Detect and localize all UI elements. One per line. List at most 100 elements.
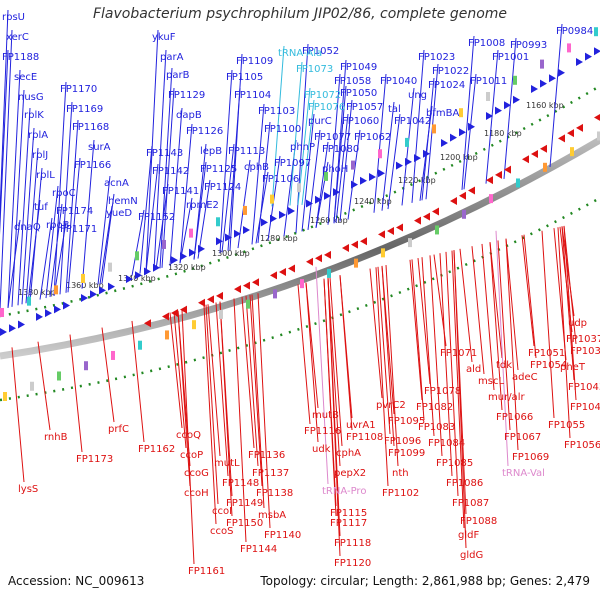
rev-gene-fp1144: FP1144	[240, 544, 277, 555]
genome-summary-text: Topology: circular; Length: 2,861,988 bp…	[260, 574, 590, 588]
rev-gene-adec: adeC	[512, 372, 538, 383]
reverse-gene-arrow	[234, 285, 241, 294]
leader-line	[307, 129, 321, 230]
forward-gene-arrow	[135, 271, 142, 280]
rev-gene-fp1115: FP1115	[330, 508, 367, 519]
fwd-gene-sece: secE	[14, 72, 37, 83]
leader-line	[169, 107, 183, 266]
leader-line	[69, 334, 83, 453]
fwd-gene-fp1057: FP1057	[346, 102, 383, 113]
reverse-strand-features	[3, 114, 600, 401]
cog-class-block	[432, 124, 436, 134]
rev-gene-mutl: mutL	[214, 458, 240, 469]
rev-gene-udp: udp	[568, 318, 587, 329]
leader-line	[335, 113, 349, 223]
fwd-gene-fp1105: FP1105	[226, 72, 263, 83]
forward-leader-lines	[0, 9, 563, 311]
leader-line	[215, 302, 229, 477]
leader-line	[329, 277, 343, 447]
cog-class-block	[246, 299, 250, 309]
fwd-gene-fp1080: FP1080	[322, 144, 359, 155]
forward-gene-arrow	[36, 312, 43, 321]
reverse-gene-arrow	[216, 291, 223, 300]
forward-gene-arrow	[279, 210, 286, 219]
fwd-gene-rpsu: rpsU	[2, 12, 25, 23]
rev-gene-fp1136: FP1136	[248, 450, 285, 461]
forward-gene-arrow	[351, 180, 358, 189]
reverse-gene-arrow	[171, 309, 178, 318]
pseudo-gene-trna-val: tRNA-Val	[502, 468, 545, 479]
fwd-gene-para: parA	[160, 52, 184, 63]
fwd-gene-nusg: nusG	[18, 92, 44, 103]
fwd-gene-purc: purC	[308, 116, 332, 127]
fwd-gene-rpoc: rpoC	[52, 188, 76, 199]
accession-text: Accession: NC_009613	[8, 574, 145, 588]
leader-line	[377, 266, 391, 435]
forward-strand-features	[0, 27, 600, 336]
fwd-gene-fp1040: FP1040	[380, 76, 417, 87]
cog-class-block	[219, 309, 223, 319]
leader-line	[505, 238, 519, 451]
cog-class-block	[324, 171, 328, 181]
ruler-label: 1200 kbp	[440, 153, 478, 162]
leader-line	[453, 250, 467, 549]
rev-gene-fp1096: FP1096	[384, 436, 421, 447]
cog-class-block	[135, 251, 139, 261]
leader-line	[131, 320, 145, 443]
cog-class-block	[273, 289, 277, 299]
forward-gene-arrow	[378, 169, 385, 178]
reverse-gene-arrow	[252, 278, 259, 287]
fwd-gene-fp1001: FP1001	[492, 52, 529, 63]
fwd-gene-hemn: hemN	[108, 196, 138, 207]
leader-line	[563, 225, 577, 345]
forward-gene-arrow	[486, 112, 493, 120]
leader-line	[81, 139, 95, 289]
rev-gene-gldg: gldG	[460, 550, 483, 561]
leader-line	[11, 347, 25, 483]
cog-class-block	[405, 137, 409, 147]
leader-line	[505, 238, 519, 371]
rev-gene-fp1085: FP1085	[436, 458, 473, 469]
reverse-gene-arrow	[459, 191, 466, 200]
rev-gene-gldf: gldF	[458, 530, 479, 541]
reverse-gene-arrow	[207, 295, 214, 304]
fwd-gene-fp1188: FP1188	[2, 52, 39, 63]
forward-gene-arrow	[405, 157, 412, 166]
fwd-gene-fp1008: FP1008	[468, 38, 505, 49]
forward-gene-arrow	[540, 79, 547, 88]
rev-gene-fp1082: FP1082	[416, 402, 453, 413]
rev-gene-prfc: prfC	[108, 424, 129, 435]
forward-gene-arrow	[0, 328, 7, 336]
leader-line	[131, 209, 145, 276]
leader-line	[97, 175, 111, 285]
cog-class-block	[297, 183, 301, 193]
leader-line	[37, 341, 51, 431]
leader-line	[489, 242, 503, 411]
rna-gene-trna-ala: tRNA-Ala	[278, 48, 322, 59]
forward-gene-arrow	[153, 263, 160, 272]
reverse-gene-arrow	[279, 267, 286, 276]
leader-line	[421, 257, 435, 437]
leader-line	[315, 141, 329, 228]
ruler-label: 1160 kbp	[526, 101, 564, 110]
leader-line	[179, 197, 193, 264]
cog-class-block	[0, 308, 4, 317]
fwd-gene-fp1077: FP1077	[314, 132, 351, 143]
reverse-gene-arrow	[450, 197, 457, 205]
reverse-gene-arrow	[270, 271, 277, 280]
cog-class-block	[540, 59, 544, 69]
fwd-gene-fp1024: FP1024	[428, 80, 465, 91]
cog-class-block	[489, 194, 493, 204]
rev-gene-lyss: lysS	[18, 484, 38, 495]
forward-gene-arrow	[216, 237, 223, 246]
leader-line	[521, 235, 535, 347]
cog-class-block	[300, 279, 304, 289]
cog-class-block	[27, 296, 31, 306]
fwd-gene-rplj: rplJ	[32, 150, 48, 161]
leader-line	[327, 277, 341, 557]
leader-line	[0, 29, 13, 311]
leader-line	[219, 301, 233, 517]
reverse-gene-arrow	[144, 319, 151, 328]
leader-line	[301, 113, 315, 232]
fwd-gene-fp1042: FP1042	[394, 116, 431, 127]
